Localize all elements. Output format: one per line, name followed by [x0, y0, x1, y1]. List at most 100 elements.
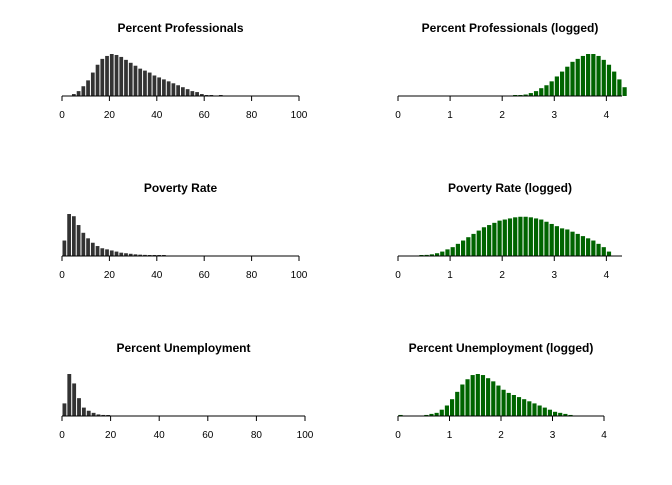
histogram-bar	[596, 243, 601, 256]
histogram-bar	[533, 218, 539, 256]
histogram-bar	[612, 71, 617, 96]
histogram-bar	[138, 68, 143, 96]
histogram-bar	[398, 414, 403, 416]
histogram-bar	[176, 85, 180, 96]
histogram-bar	[465, 379, 470, 416]
histogram-bar	[580, 55, 586, 96]
histogram-bar	[90, 242, 95, 256]
x-tick-label: 40	[151, 110, 163, 121]
histogram-bar	[586, 54, 591, 96]
x-tick-label: 0	[395, 270, 401, 281]
histogram-panel: Percent Professionals 0 20 40 60 80 100	[59, 21, 308, 121]
histogram-bar	[166, 81, 171, 96]
histogram-bar	[487, 225, 492, 256]
histogram-bar	[591, 240, 596, 256]
histogram-bar	[143, 254, 147, 256]
histogram-bar	[434, 412, 439, 416]
histogram-bar	[128, 253, 133, 256]
x-tick-label: 20	[104, 270, 116, 281]
histogram-bar	[570, 61, 575, 96]
chart-title: Percent Professionals (logged)	[422, 21, 599, 35]
x-tick-label: 80	[246, 270, 258, 281]
x-tick-label: 3	[550, 430, 556, 441]
x-tick-label: 3	[551, 110, 557, 121]
histogram-bar	[109, 54, 114, 96]
x-tick-label: 20	[104, 110, 116, 121]
x-tick-label: 20	[105, 430, 117, 441]
histogram-bar	[575, 233, 580, 256]
histogram-bar	[162, 79, 166, 96]
histogram-bar	[439, 409, 444, 416]
histogram-bar	[497, 220, 502, 256]
histogram-bar	[86, 410, 91, 416]
histogram-bar	[518, 216, 523, 256]
x-tick-label: 4	[604, 270, 610, 281]
histogram-bar	[575, 58, 580, 96]
histogram-panel: Percent Unemployment (logged) 0 1 2 3 4	[395, 341, 607, 441]
histogram-bar	[559, 228, 565, 256]
histogram-bar	[429, 254, 434, 256]
histogram-bar	[101, 414, 106, 416]
histogram-bar	[95, 64, 100, 96]
histogram-bar	[76, 225, 81, 256]
histogram-bar	[157, 77, 162, 96]
histogram-bar	[460, 384, 465, 416]
histogram-bar	[471, 233, 476, 256]
x-tick-label: 0	[395, 110, 401, 121]
histogram-bar	[96, 414, 101, 416]
histogram-bar	[119, 252, 124, 256]
histogram-bar	[434, 253, 440, 256]
histogram-bar	[138, 254, 143, 256]
histogram-bar	[185, 89, 190, 96]
histogram-bar	[511, 395, 516, 416]
histogram-bar	[124, 59, 128, 96]
histogram-bar	[554, 226, 559, 256]
histogram-bar	[124, 253, 128, 256]
histogram-bar	[523, 216, 528, 256]
histogram-bar	[486, 378, 491, 416]
histogram-bar	[450, 399, 455, 416]
histogram-bar	[480, 375, 486, 416]
histogram-bar	[62, 240, 67, 256]
histogram-bar	[461, 240, 466, 256]
histogram-bar	[475, 374, 480, 416]
histogram-bar	[67, 214, 71, 256]
histogram-panel: Percent Unemployment 0 20 40 60 80 100	[59, 341, 314, 441]
x-tick-label: 1	[447, 110, 453, 121]
histogram-bar	[539, 219, 544, 256]
histogram-bar	[516, 397, 522, 416]
histogram-bar	[539, 88, 544, 96]
histogram-bar	[554, 76, 559, 96]
histogram-bar	[470, 375, 475, 416]
histogram-bar	[77, 398, 81, 416]
histogram-bar	[444, 405, 449, 416]
x-tick-label: 60	[199, 270, 211, 281]
histogram-bar	[440, 251, 445, 256]
x-tick-label: 40	[151, 270, 163, 281]
x-tick-label: 60	[199, 110, 211, 121]
histogram-bar	[537, 405, 542, 416]
histogram-bar	[501, 389, 506, 416]
chart-title: Percent Professionals	[117, 21, 243, 35]
x-tick-label: 0	[59, 110, 65, 121]
histogram-bar	[596, 55, 601, 96]
histogram-bar	[496, 385, 501, 416]
histogram-bar	[105, 249, 109, 256]
x-tick-label: 80	[251, 430, 263, 441]
x-tick-label: 0	[395, 430, 401, 441]
histogram-bar	[133, 254, 138, 256]
histogram-bar	[147, 72, 152, 96]
histogram-bar	[617, 79, 622, 96]
histogram-panel: Poverty Rate 0 20 40 60 80 100	[59, 181, 308, 281]
histogram-bar	[586, 238, 591, 256]
histogram-bar	[506, 392, 511, 416]
x-tick-label: 80	[246, 110, 258, 121]
histogram-bar	[72, 383, 77, 416]
histogram-panel: Percent Professionals (logged) 0 1 2 3 4	[395, 21, 627, 121]
x-tick-label: 2	[499, 110, 505, 121]
histogram-bar	[528, 93, 533, 96]
histogram-bar	[507, 218, 513, 256]
histogram-bar	[109, 250, 114, 256]
chart-title: Percent Unemployment (logged)	[409, 341, 594, 355]
